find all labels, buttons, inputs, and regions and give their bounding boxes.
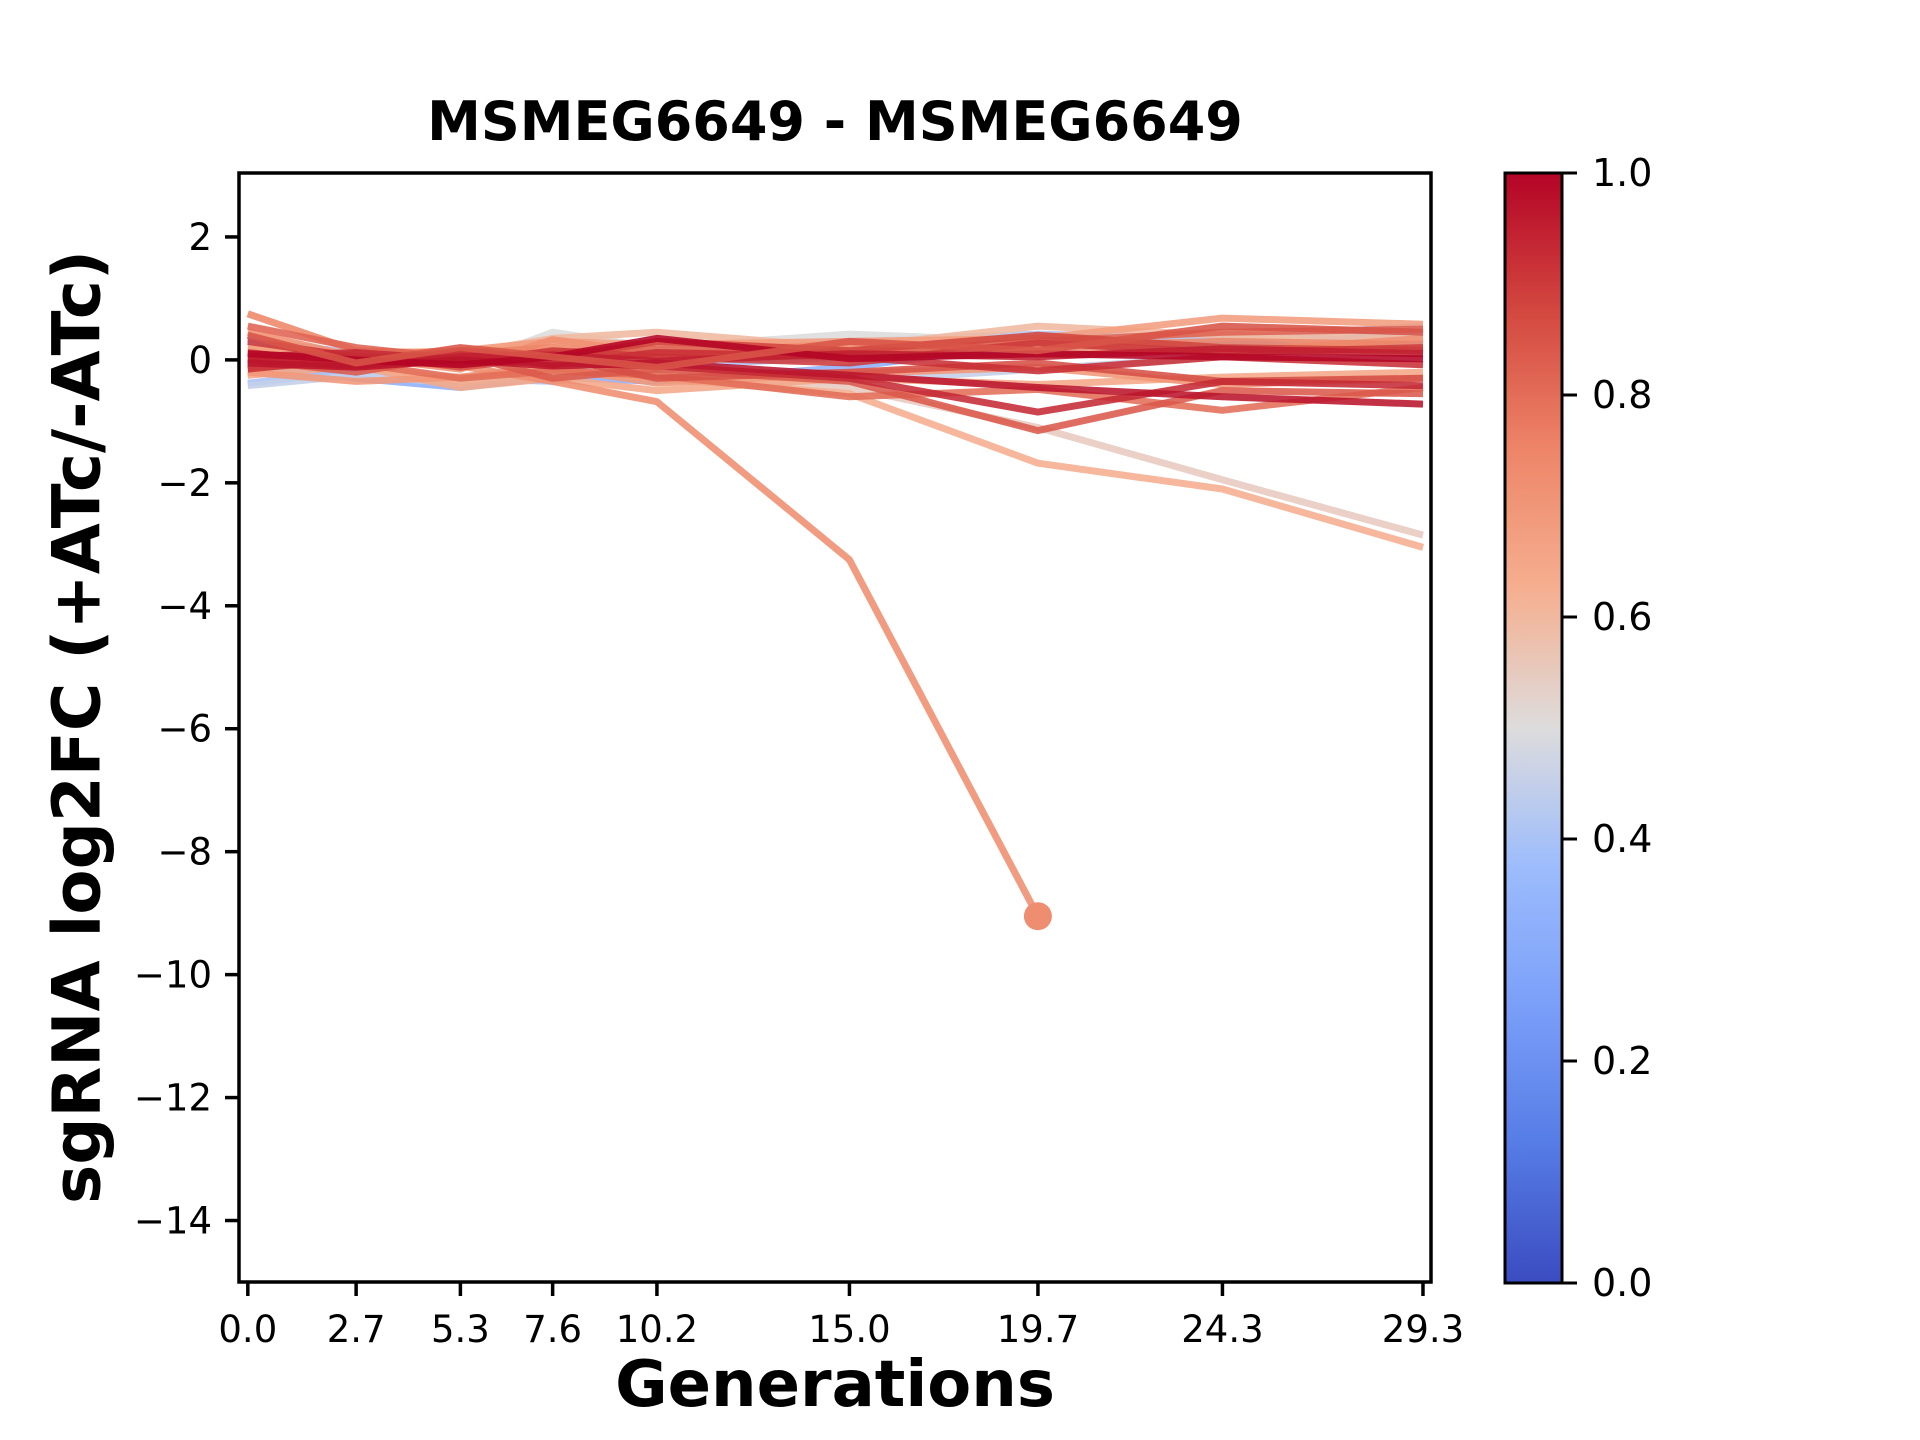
y-axis-label: sgRNA log2FC (+ATc/-ATc) [38, 249, 116, 1205]
x-tick-label: 15.0 [808, 1308, 890, 1351]
x-tick-label: 7.6 [523, 1308, 582, 1351]
plot-title: MSMEG6649 - MSMEG6649 [427, 90, 1243, 153]
colorbar-tick-label: 0.2 [1592, 1039, 1652, 1083]
y-tick-label: 0 [188, 339, 212, 382]
x-axis-label: Generations [615, 1348, 1055, 1422]
y-tick-label: −8 [157, 831, 212, 874]
y-tick-label: −6 [157, 708, 212, 751]
x-tick-label: 19.7 [997, 1308, 1079, 1351]
x-tick-label: 29.3 [1382, 1308, 1464, 1351]
series-line [247, 334, 1424, 369]
series-end-marker [1023, 902, 1052, 931]
series-line [246, 322, 1424, 371]
y-tick-label: −4 [157, 585, 212, 628]
colorbar-tick-label: 0.4 [1592, 817, 1652, 861]
colorbar-tick-label: 0.6 [1592, 595, 1652, 639]
x-tick-label: 10.2 [616, 1308, 698, 1351]
y-tick-label: −2 [157, 462, 212, 505]
colorbar-tick-label: 0.0 [1592, 1261, 1652, 1305]
y-tick-label: 2 [188, 216, 212, 259]
x-tick-label: 2.7 [327, 1308, 386, 1351]
x-tick-label: 5.3 [431, 1308, 490, 1351]
colorbar-tick-label: 1.0 [1592, 151, 1652, 195]
x-tick-label: 0.0 [218, 1308, 277, 1351]
y-tick-label: −12 [134, 1077, 212, 1120]
colorbar-tick-label: 0.8 [1592, 373, 1652, 417]
series-line [247, 350, 1041, 918]
y-tick-label: −10 [134, 954, 212, 997]
x-tick-label: 24.3 [1181, 1308, 1263, 1351]
colorbar-gradient [1505, 173, 1562, 1283]
y-tick-label: −14 [134, 1200, 212, 1243]
colorbar-outline [1503, 171, 1564, 1285]
